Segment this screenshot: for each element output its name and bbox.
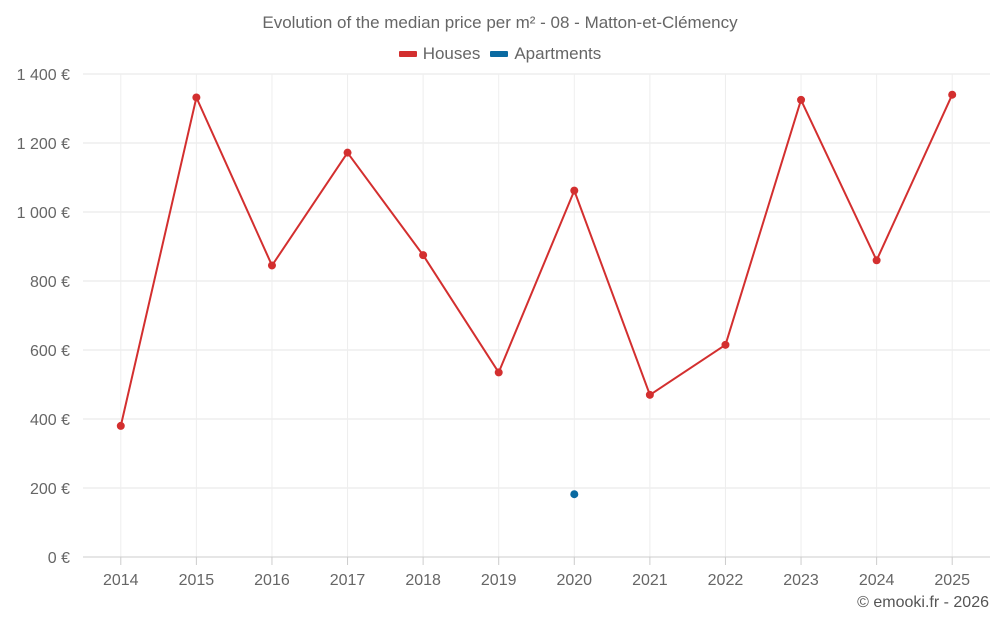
data-point-houses	[645, 390, 654, 399]
chart-title: Evolution of the median price per m² - 0…	[262, 13, 738, 32]
x-tick-label: 2023	[783, 572, 819, 589]
y-tick-label: 0 €	[48, 550, 70, 567]
x-tick-label: 2024	[859, 572, 895, 589]
data-point-houses	[948, 90, 957, 99]
data-point-apartments	[570, 490, 579, 499]
credit-text: © emooki.fr - 2026	[857, 594, 989, 611]
x-tick-label: 2016	[254, 572, 290, 589]
y-tick-label: 400 €	[30, 412, 70, 429]
legend: Houses Apartments	[0, 44, 1000, 64]
data-point-houses	[419, 251, 428, 260]
legend-label-houses: Houses	[422, 44, 481, 63]
x-tick-label: 2018	[405, 572, 441, 589]
y-tick-label: 800 €	[30, 274, 70, 291]
series	[116, 90, 957, 499]
y-tick-label: 1 200 €	[17, 136, 70, 153]
legend-swatch-houses	[398, 51, 417, 57]
legend-item-apartments[interactable]: Apartments	[490, 44, 601, 64]
legend-swatch-apartments	[490, 51, 509, 57]
y-tick-label: 1 000 €	[17, 205, 70, 222]
data-point-houses	[797, 95, 806, 104]
data-point-houses	[872, 256, 881, 265]
x-tick-label: 2015	[179, 572, 215, 589]
y-tick-label: 600 €	[30, 343, 70, 360]
data-point-houses	[343, 148, 352, 157]
data-point-houses	[116, 421, 125, 430]
y-tick-label: 200 €	[30, 481, 70, 498]
x-tick-label: 2017	[330, 572, 366, 589]
grid	[83, 73, 990, 557]
x-tick-label: 2019	[481, 572, 517, 589]
data-point-houses	[494, 368, 503, 377]
y-tick-label: 1 400 €	[17, 67, 70, 84]
data-point-houses	[570, 186, 579, 195]
data-point-houses	[721, 340, 730, 349]
x-tick-label: 2020	[556, 572, 592, 589]
x-tick-label: 2025	[934, 572, 970, 589]
series-houses	[116, 90, 957, 430]
series-apartments	[570, 490, 579, 499]
x-tick-label: 2021	[632, 572, 668, 589]
legend-label-apartments: Apartments	[514, 44, 602, 63]
data-point-houses	[267, 261, 276, 270]
series-line-houses	[119, 94, 954, 427]
data-point-houses	[192, 93, 201, 102]
x-tick-label: 2014	[103, 572, 139, 589]
x-tick-label: 2022	[708, 572, 744, 589]
axes: 0 € 200 € 400 € 600 € 800 € 1 000 € 1 200 € 1 4…	[17, 67, 990, 589]
legend-item-houses[interactable]: Houses	[398, 44, 481, 64]
